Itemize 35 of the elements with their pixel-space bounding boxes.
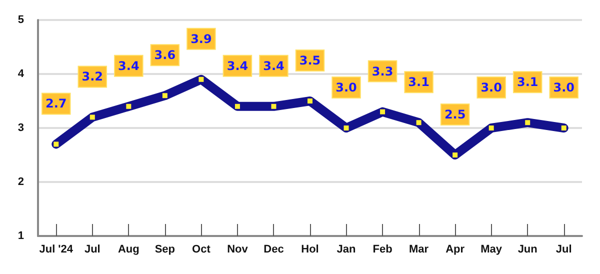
y-tick-label: 4: [18, 68, 25, 80]
data-label: 3.1: [516, 75, 538, 90]
y-tick-label: 2: [18, 176, 24, 188]
y-tick-label: 5: [18, 14, 24, 26]
x-tick-label: Jun: [518, 244, 538, 256]
x-tick-label: Jul '24: [39, 244, 74, 256]
data-label: 2.5: [444, 108, 466, 122]
x-tick-label: Aug: [118, 244, 140, 256]
data-label: 3.5: [299, 54, 321, 68]
data-label: 3.9: [190, 32, 212, 46]
x-tick-label: May: [480, 244, 503, 256]
data-label: 3.1: [408, 75, 430, 90]
data-label: 3.4: [263, 58, 284, 73]
data-label: 3.4: [118, 58, 140, 73]
data-label: 3.6: [154, 48, 176, 62]
x-tick-label: Dec: [264, 244, 284, 256]
data-label: 3.4: [226, 58, 248, 73]
data-label: 3.3: [372, 64, 394, 78]
y-tick-label: 3: [18, 122, 24, 134]
x-tick-label: Sep: [154, 244, 176, 256]
data-label: 3.0: [480, 80, 502, 94]
x-tick-label: Feb: [372, 244, 393, 256]
x-tick-label: Mar: [409, 244, 430, 256]
data-label: 2.7: [46, 96, 67, 111]
data-label: 3.0: [553, 80, 574, 94]
y-tick-label: 1: [18, 230, 24, 242]
x-tick-label: Hol: [301, 244, 319, 256]
x-tick-label: Jan: [336, 244, 356, 256]
x-tick-label: Jul: [556, 244, 572, 256]
data-label: 3.2: [82, 70, 104, 84]
x-tick-label: Apr: [446, 244, 466, 256]
x-tick-label: Jul: [84, 244, 100, 256]
x-tick-label: Oct: [192, 244, 211, 256]
data-label: 3.0: [336, 80, 357, 94]
x-tick-label: Nov: [227, 244, 249, 256]
